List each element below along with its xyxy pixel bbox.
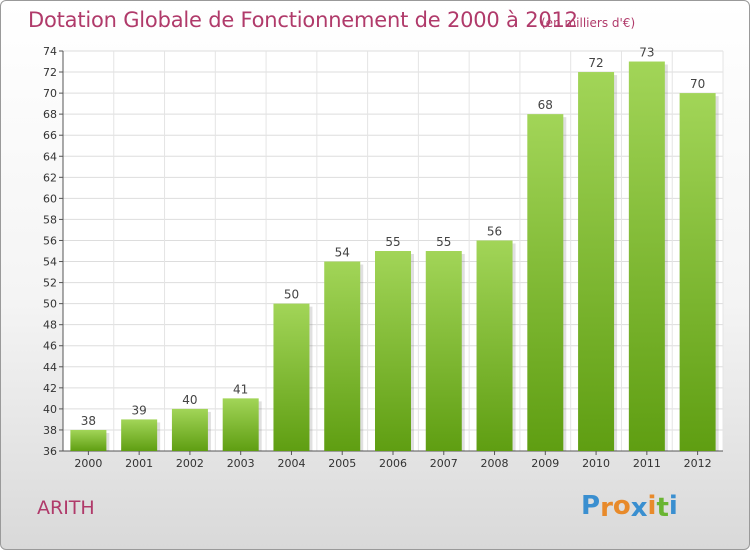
y-tick-label: 70 xyxy=(43,87,57,100)
y-tick-label: 58 xyxy=(43,213,57,226)
y-tick-label: 64 xyxy=(43,150,57,163)
data-label: 55 xyxy=(385,235,400,249)
logo-letter: o xyxy=(612,491,631,521)
data-label: 68 xyxy=(538,98,553,112)
logo-letter: P xyxy=(581,491,601,521)
bars xyxy=(70,61,719,452)
y-tick-label: 54 xyxy=(43,256,57,269)
x-tick-label: 2004 xyxy=(277,457,305,470)
x-tick-label: 2012 xyxy=(684,457,712,470)
bar-2009 xyxy=(527,114,564,451)
bar-2006 xyxy=(375,251,411,451)
x-tick-label: 2009 xyxy=(531,457,559,470)
bar-2008 xyxy=(476,240,513,451)
y-tick-label: 40 xyxy=(43,403,57,416)
y-tick-label: 52 xyxy=(43,277,57,290)
x-tick-label: 2000 xyxy=(74,457,102,470)
data-label: 54 xyxy=(335,246,350,260)
y-tick-label: 36 xyxy=(43,445,57,458)
bar-2012 xyxy=(679,93,716,452)
x-tick-label: 2006 xyxy=(379,457,407,470)
x-tick-label: 2007 xyxy=(430,457,458,470)
y-tick-label: 66 xyxy=(43,129,57,142)
x-tick-label: 2002 xyxy=(176,457,204,470)
x-tick-label: 2011 xyxy=(633,457,661,470)
chart-title: Dotation Globale de Fonctionnement de 20… xyxy=(28,8,578,32)
data-label: 56 xyxy=(487,224,502,238)
bar-2002 xyxy=(171,408,208,451)
x-tick-label: 2008 xyxy=(481,457,509,470)
y-tick-label: 56 xyxy=(43,234,57,247)
data-label: 39 xyxy=(132,403,147,417)
commune-name: ARITH xyxy=(37,497,95,519)
logo-letter: t xyxy=(656,493,669,523)
labels: 36 38 40 42 44 46 48 50 52 54 56 58 60 62 64 66 68 70 72 74… xyxy=(43,45,712,470)
data-label: 38 xyxy=(81,414,96,428)
data-label: 41 xyxy=(233,382,248,396)
logo-letter: r xyxy=(600,493,613,523)
x-tick-label: 2001 xyxy=(125,457,153,470)
logo-letter: x xyxy=(630,493,648,523)
y-tick-label: 44 xyxy=(43,361,57,374)
y-tick-label: 46 xyxy=(43,340,57,353)
y-tick-label: 60 xyxy=(43,192,57,205)
data-label: 50 xyxy=(284,288,299,302)
x-tick-label: 2003 xyxy=(227,457,255,470)
x-tick-label: 2005 xyxy=(328,457,356,470)
y-tick-label: 74 xyxy=(43,45,57,58)
bar-2011 xyxy=(628,61,665,452)
y-tick-label: 50 xyxy=(43,298,57,311)
data-label: 55 xyxy=(436,235,451,249)
logo-letter: i xyxy=(668,491,678,521)
y-tick-label: 62 xyxy=(43,171,57,184)
y-tick-label: 42 xyxy=(43,382,57,395)
y-tick-label: 38 xyxy=(43,424,57,437)
chart-unit: (en milliers d'€) xyxy=(541,16,636,30)
bar-2003 xyxy=(222,398,259,451)
bar-2007 xyxy=(425,251,462,451)
logo-letter: i xyxy=(647,491,657,521)
y-tick-label: 68 xyxy=(43,108,57,121)
y-tick-label: 48 xyxy=(43,319,57,332)
bar-2005 xyxy=(324,261,361,451)
y-tick-label: 72 xyxy=(43,66,57,79)
proxiti-logo[interactable]: Proxiti xyxy=(581,491,678,523)
bar-2004 xyxy=(273,303,310,451)
bar-2000 xyxy=(70,429,107,451)
bar-2010 xyxy=(578,72,615,451)
x-tick-label: 2010 xyxy=(582,457,610,470)
data-label: 73 xyxy=(639,46,654,60)
data-label: 70 xyxy=(690,77,705,91)
data-label: 72 xyxy=(588,56,603,70)
data-label: 40 xyxy=(182,393,197,407)
bar-2001 xyxy=(121,419,158,451)
